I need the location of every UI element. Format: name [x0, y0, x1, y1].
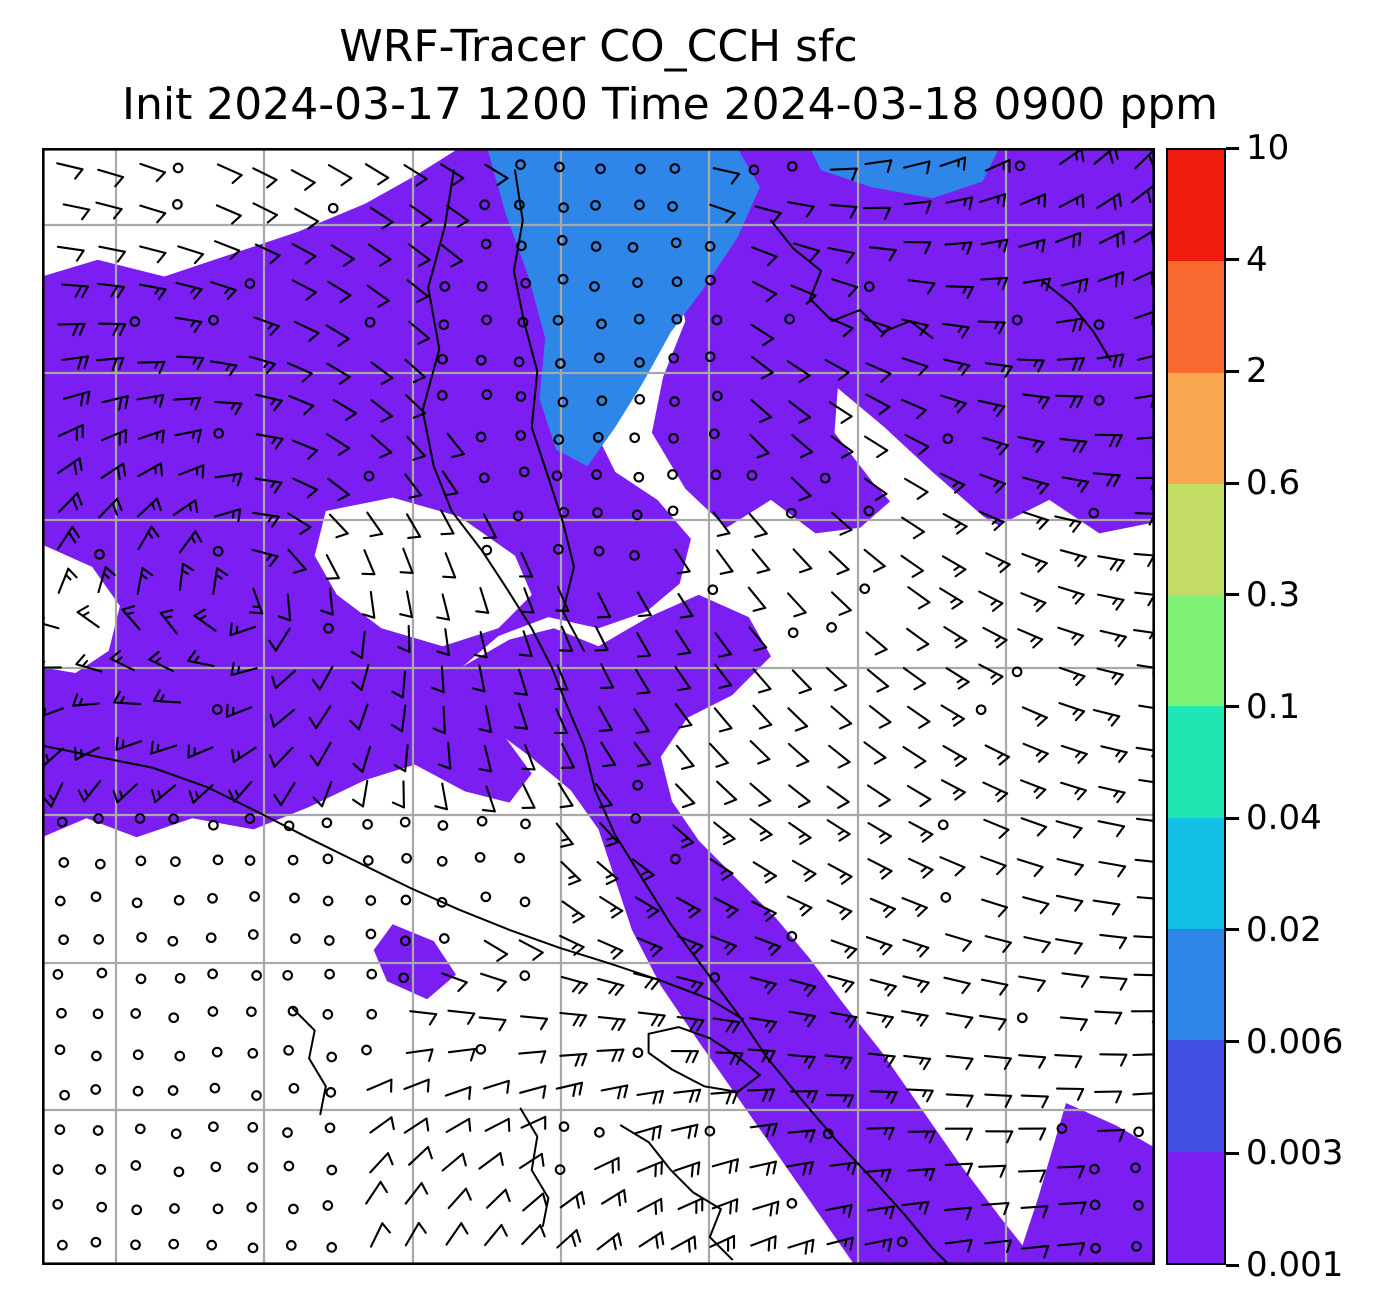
clear-area-east: [834, 388, 1016, 536]
colorbar-tick-label: 0.04: [1246, 798, 1322, 839]
colorbar-segment: [1168, 261, 1224, 373]
colorbar: [1166, 148, 1226, 1265]
concentration-fill-layer: [42, 148, 1155, 1265]
colorbar-tick-label: 0.001: [1246, 1245, 1344, 1285]
colorbar-tick-label: 0.02: [1246, 909, 1322, 950]
colorbar-segment: [1168, 483, 1224, 596]
colorbar-tick-label: 0.006: [1246, 1021, 1344, 1062]
colorbar-tick-label: 10: [1246, 128, 1290, 168]
colorbar-tick-label: 4: [1246, 239, 1268, 280]
colorbar-segment: [1168, 595, 1224, 707]
colorbar-tick-mark: [1226, 816, 1239, 820]
wind-barbs-layer: [42, 148, 1155, 1259]
colorbar-segment: [1168, 817, 1224, 930]
colorbar-tick-mark: [1226, 1151, 1239, 1155]
colorbar-segment: [1168, 150, 1224, 262]
colorbar-segment: [1168, 706, 1224, 818]
chart-subtitle: Init 2024-03-17 1200 Time 2024-03-18 090…: [121, 79, 1219, 130]
colorbar-segment: [1168, 929, 1224, 1041]
clear-area-center: [314, 497, 532, 647]
colorbar-tick-label: 2: [1246, 351, 1268, 392]
colorbar-tick-mark: [1226, 481, 1239, 485]
colorbar-tick-label: 0.6: [1246, 463, 1301, 504]
graticule-layer: [42, 148, 1155, 1265]
co-fill-small-blob: [373, 924, 456, 1000]
colorbar-tick-mark: [1226, 1263, 1239, 1267]
colorbar-tick-mark: [1226, 593, 1239, 597]
axes-frame: [42, 148, 1155, 1265]
colorbar-segment: [1168, 372, 1224, 484]
colorbar-tick-mark: [1226, 146, 1239, 150]
colorbar-tick-label: 0.3: [1246, 574, 1301, 615]
colorbar-tick-mark: [1226, 258, 1239, 262]
co-fill-bottom-right: [1015, 1103, 1155, 1265]
co-fill-top-right: [598, 148, 1155, 534]
chart-title: WRF-Tracer CO_CCH sfc: [339, 21, 858, 72]
colorbar-tick-mark: [1226, 705, 1239, 708]
colorbar-tick-label: 0.003: [1246, 1133, 1344, 1174]
colorbar-segment: [1168, 1040, 1224, 1152]
colorbar-segment: [1168, 1151, 1224, 1263]
colorbar-tick-mark: [1226, 928, 1239, 932]
colorbar-tick-label: 0.1: [1246, 686, 1301, 727]
colorbar-tick-mark: [1226, 1040, 1239, 1044]
clear-area-west-edge: [42, 544, 120, 673]
map-plot: [42, 148, 1155, 1265]
co-fill-blue-north: [487, 148, 760, 467]
colorbar-tick-mark: [1226, 369, 1239, 373]
